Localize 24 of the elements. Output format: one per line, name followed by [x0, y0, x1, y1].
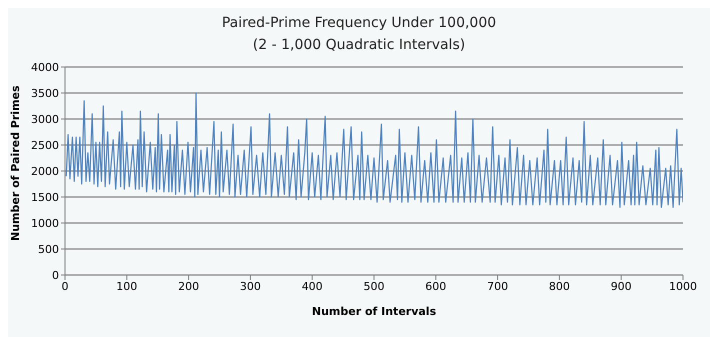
y-tick-label: 3500: [31, 86, 59, 100]
x-tick-label: 700: [487, 280, 508, 293]
chart-subtitle: (2 - 1,000 Quadratic Intervals): [252, 36, 466, 55]
x-tick-label: 600: [425, 280, 446, 293]
y-tick-label: 0: [52, 268, 59, 282]
y-tick-label: 3000: [31, 112, 59, 126]
y-tick-label: 1500: [31, 190, 59, 204]
y-axis-title: Number of Paired Primes: [8, 85, 22, 241]
y-tick-label: 1000: [31, 216, 59, 230]
x-tick-label: 900: [610, 280, 632, 293]
x-axis-title: Number of Intervals: [312, 305, 437, 318]
x-tick-label: 800: [548, 280, 570, 293]
y-tick-label: 4000: [31, 60, 59, 74]
x-tick-label: 1000: [669, 280, 697, 293]
x-tick-label: 0: [62, 280, 68, 293]
y-tick-label: 2000: [31, 164, 59, 178]
x-tick-label: 500: [364, 280, 384, 293]
chart-title: Paired-Prime Frequency Under 100,000: [220, 14, 498, 33]
x-tick-label: 300: [240, 280, 261, 293]
x-tick-label: 100: [116, 280, 138, 293]
x-tick-label: 200: [178, 280, 200, 293]
x-tick-label: 400: [302, 280, 323, 293]
y-tick-label: 2500: [31, 138, 59, 152]
y-tick-label: 500: [38, 242, 59, 256]
